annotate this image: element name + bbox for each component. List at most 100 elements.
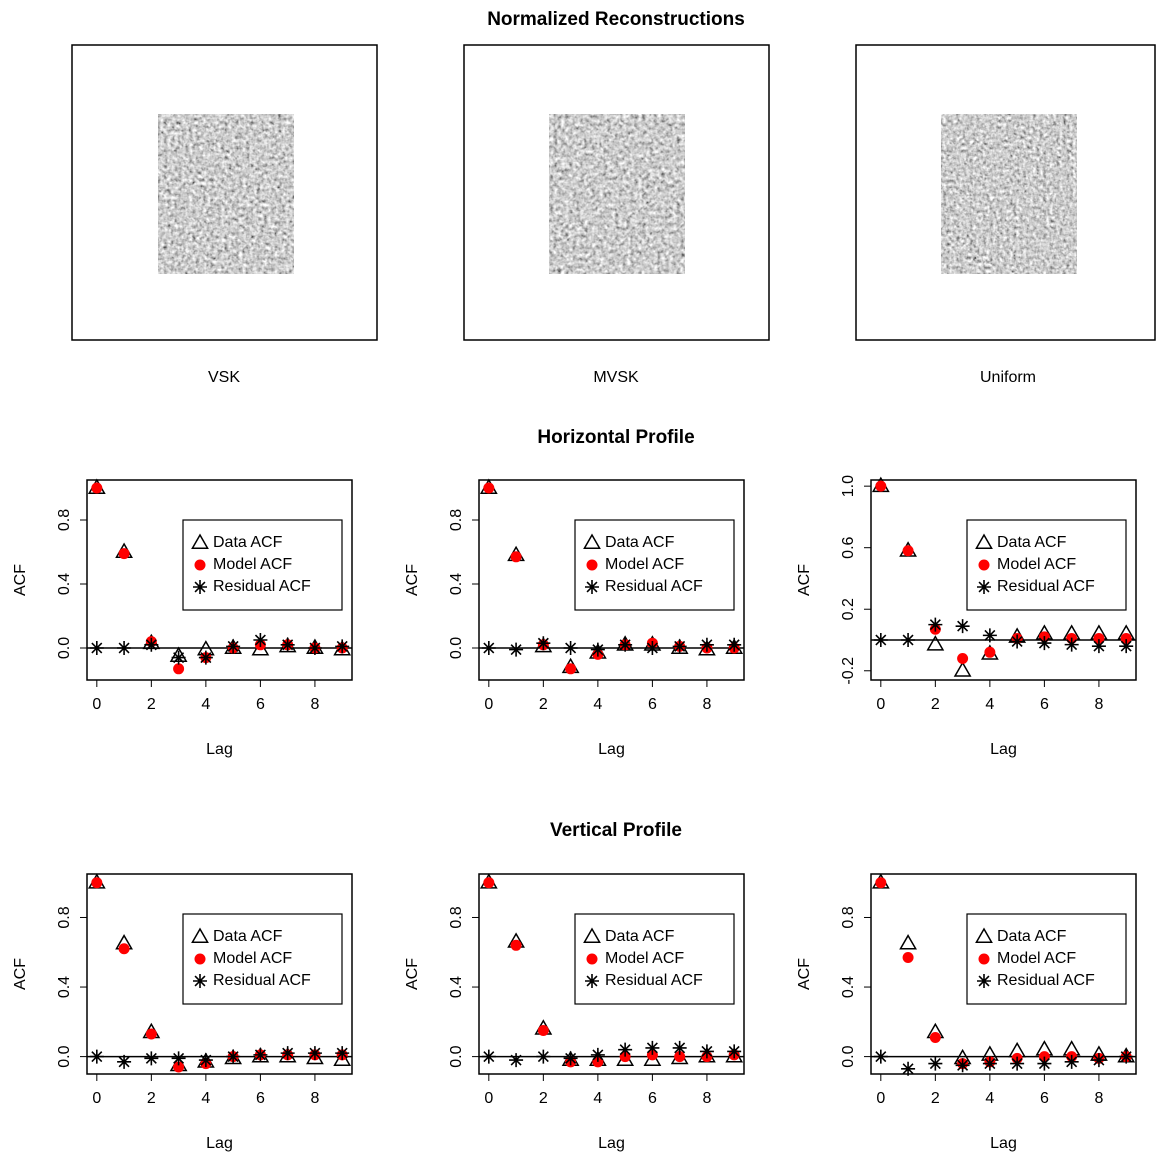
legend-label: Data ACF [213, 534, 283, 551]
legend-label: Residual ACF [605, 972, 703, 989]
data-point [564, 1051, 578, 1065]
x-tick-label: 6 [256, 696, 265, 713]
data-point [645, 641, 659, 655]
x-tick-label: 0 [92, 696, 101, 713]
legend-label: Data ACF [997, 928, 1067, 945]
x-tick-label: 0 [876, 696, 885, 713]
data-point [1092, 1053, 1106, 1067]
data-point [117, 641, 131, 655]
data-point [536, 1050, 550, 1064]
data-point [281, 638, 295, 652]
y-axis-label: ACF [796, 564, 813, 596]
legend-label: Model ACF [605, 556, 684, 573]
legend-symbol [195, 954, 206, 965]
data-point [335, 639, 349, 653]
legend-symbol [977, 974, 991, 988]
legend-symbol [585, 974, 599, 988]
data-point [955, 663, 970, 676]
y-tick-label: 0.2 [840, 598, 857, 620]
y-tick-label: 0.8 [840, 906, 857, 928]
data-point [928, 1057, 942, 1071]
legend-label: Model ACF [213, 556, 292, 573]
data-point [673, 639, 687, 653]
y-tick-label: 0.8 [448, 509, 465, 531]
data-point [91, 877, 102, 888]
y-tick-label: 0.8 [448, 906, 465, 928]
data-point [536, 636, 550, 650]
data-point [538, 1025, 549, 1036]
x-tick-label: 4 [985, 696, 994, 713]
data-point [1010, 635, 1024, 649]
y-tick-label: 0.4 [448, 573, 465, 595]
legend-label: Residual ACF [213, 578, 311, 595]
data-point [1119, 1050, 1133, 1064]
x-tick-label: 4 [201, 696, 210, 713]
data-point [591, 1048, 605, 1062]
legend-label: Residual ACF [997, 972, 1095, 989]
x-tick-label: 8 [1094, 1090, 1103, 1107]
legend-label: Data ACF [997, 534, 1067, 551]
x-tick-label: 8 [702, 696, 711, 713]
legend-symbol [587, 954, 598, 965]
x-tick-label: 0 [876, 1090, 885, 1107]
data-point [119, 943, 130, 954]
data-point [1065, 1055, 1079, 1069]
x-axis-label: Lag [206, 1135, 233, 1152]
y-axis-label: ACF [796, 958, 813, 990]
data-point [673, 1041, 687, 1055]
legend-label: Data ACF [605, 534, 675, 551]
x-tick-label: 6 [1040, 696, 1049, 713]
legend-label: Model ACF [997, 950, 1076, 967]
data-point [1092, 639, 1106, 653]
data-point [253, 633, 267, 647]
data-point [91, 483, 102, 494]
legend-label: Residual ACF [213, 972, 311, 989]
data-point [253, 1048, 267, 1062]
data-point [511, 551, 522, 562]
legend-symbol [587, 560, 598, 571]
reconstruction-image [158, 114, 294, 274]
data-point [983, 1057, 997, 1071]
data-point [1119, 639, 1133, 653]
image-label: VSK [208, 369, 240, 386]
data-point [564, 641, 578, 655]
legend-symbol [979, 560, 990, 571]
x-tick-label: 4 [593, 1090, 602, 1107]
x-tick-label: 0 [484, 1090, 493, 1107]
figure: Normalized Reconstructions VSK MVSK Unif… [0, 0, 1156, 1157]
data-point [727, 1044, 741, 1058]
data-point [956, 1058, 970, 1072]
reconstruction-image [941, 114, 1077, 274]
legend-symbol [979, 954, 990, 965]
data-point [90, 1050, 104, 1064]
data-point [119, 548, 130, 559]
data-point [957, 653, 968, 664]
x-axis-label: Lag [206, 741, 233, 758]
x-tick-label: 0 [92, 1090, 101, 1107]
y-tick-label: 1.0 [840, 475, 857, 497]
data-point [509, 643, 523, 657]
data-point [1065, 638, 1079, 652]
y-tick-label: 0.4 [56, 573, 73, 595]
data-point [511, 940, 522, 951]
data-point [983, 628, 997, 642]
y-tick-label: 0.4 [840, 976, 857, 998]
data-point [1037, 1057, 1051, 1071]
data-point [901, 1062, 915, 1076]
data-point [509, 1053, 523, 1067]
data-point [700, 638, 714, 652]
data-point [482, 641, 496, 655]
data-point [117, 1055, 131, 1069]
x-tick-label: 2 [147, 1090, 156, 1107]
x-tick-label: 2 [931, 696, 940, 713]
data-point [900, 936, 915, 949]
x-tick-label: 2 [931, 1090, 940, 1107]
y-tick-label: 0.0 [448, 637, 465, 659]
x-tick-label: 4 [201, 1090, 210, 1107]
data-point [226, 639, 240, 653]
section-title: Vertical Profile [550, 820, 682, 841]
data-point [928, 637, 943, 650]
data-point [172, 1051, 186, 1065]
y-tick-label: 0.6 [840, 536, 857, 558]
x-tick-label: 8 [310, 696, 319, 713]
